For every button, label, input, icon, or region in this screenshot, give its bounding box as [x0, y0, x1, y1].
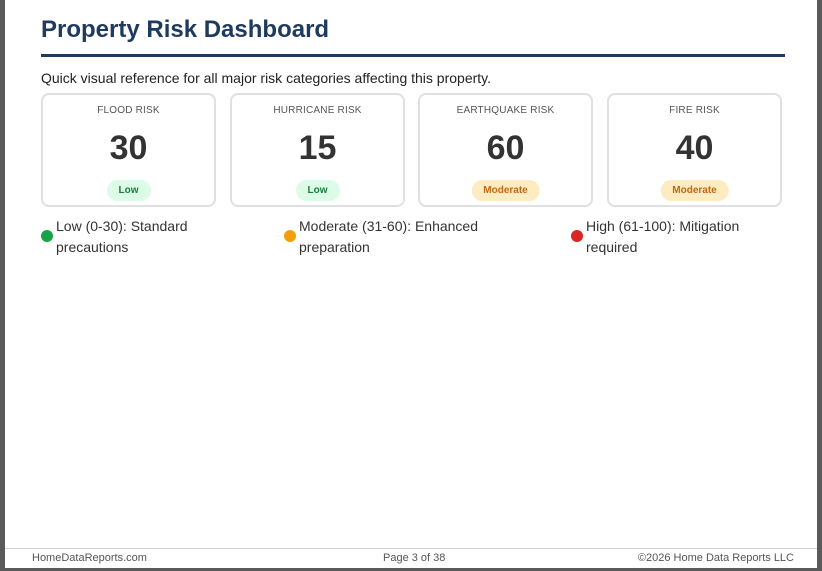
orange-dot-icon: [284, 230, 296, 242]
footer-site: HomeDataReports.com: [32, 552, 147, 564]
footer-copyright: ©2026 Home Data Reports LLC: [637, 552, 794, 564]
risk-card-label: HURRICANE RISK: [273, 105, 362, 116]
legend-label: preparation: [299, 239, 370, 255]
risk-card-fire: FIRE RISK 40 Moderate: [607, 93, 782, 207]
risk-cards: FLOOD RISK 30 Low HURRICANE RISK 15 Low …: [41, 93, 785, 211]
risk-card-score: 60: [486, 129, 525, 167]
legend-item-high: High (61-100): Mitigation required: [571, 216, 739, 258]
risk-level-badge: Low: [106, 180, 151, 201]
risk-card-hurricane: HURRICANE RISK 15 Low: [230, 93, 405, 207]
risk-card-label: FLOOD RISK: [97, 105, 160, 116]
legend-label: Low (0-30): Standard: [56, 218, 188, 234]
legend-label: precautions: [56, 239, 129, 255]
page-title: Property Risk Dashboard: [41, 16, 330, 43]
legend-item-moderate: Moderate (31-60): Enhanced preparation: [284, 216, 478, 258]
report-page: Property Risk Dashboard Quick visual ref…: [5, 0, 817, 568]
risk-card-flood: FLOOD RISK 30 Low: [41, 93, 216, 207]
legend-label: required: [586, 239, 638, 255]
legend-label: High (61-100): Mitigation: [586, 218, 740, 234]
footer-page-number: Page 3 of 38: [383, 552, 446, 564]
intro-text: Quick visual reference for all major ris…: [41, 70, 492, 86]
risk-card-label: EARTHQUAKE RISK: [456, 105, 555, 116]
risk-legend: Low (0-30): Standard precautions Moderat…: [41, 216, 801, 266]
legend-label: Moderate (31-60): Enhanced: [299, 218, 478, 234]
green-dot-icon: [41, 230, 53, 242]
risk-card-score: 40: [675, 129, 714, 167]
risk-level-badge: Moderate: [471, 180, 540, 201]
footer-divider: [5, 548, 817, 549]
risk-card-earthquake: EARTHQUAKE RISK 60 Moderate: [418, 93, 593, 207]
risk-card-score: 15: [298, 129, 337, 167]
legend-item-low: Low (0-30): Standard precautions: [41, 216, 188, 258]
risk-level-badge: Low: [295, 180, 340, 201]
risk-card-label: FIRE RISK: [669, 105, 720, 116]
risk-level-badge: Moderate: [660, 180, 729, 201]
title-divider: [41, 54, 785, 57]
risk-card-score: 30: [109, 129, 148, 167]
red-dot-icon: [571, 230, 583, 242]
